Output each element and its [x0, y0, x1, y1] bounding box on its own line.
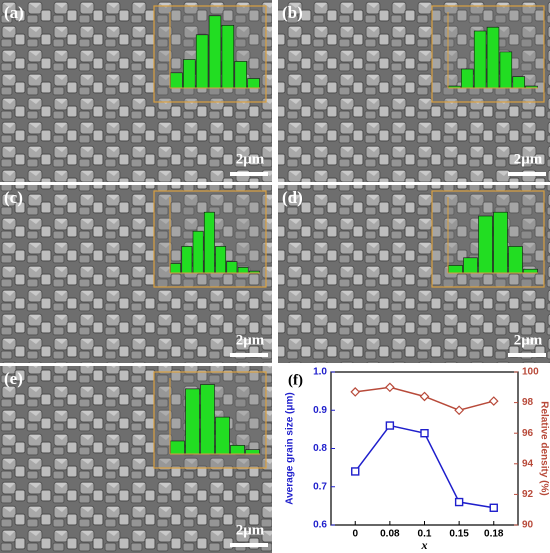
bar [473, 30, 487, 89]
scale-bar-label: 2μm [236, 151, 265, 167]
bar [200, 384, 215, 455]
bar [448, 265, 463, 274]
marker [385, 382, 395, 393]
y-tick-label: 0.8 [313, 443, 327, 454]
bar [170, 72, 183, 89]
scale-bar-label: 2μm [236, 522, 265, 538]
bar [234, 61, 247, 89]
bar [486, 26, 500, 89]
panel-label: (d) [282, 188, 303, 207]
bar [203, 211, 215, 274]
bar [245, 449, 260, 455]
x-tick-label: 0.1 [418, 529, 432, 540]
bar [208, 15, 222, 89]
y2-tick-label: 100 [522, 367, 539, 378]
bar [170, 440, 185, 455]
bar [499, 51, 513, 89]
sem-image [0, 366, 272, 553]
bar [463, 257, 478, 274]
y2-tick-label: 92 [522, 489, 534, 500]
panel-label: (c) [4, 188, 23, 207]
x-axis-label: x [421, 538, 428, 552]
scale-bar-label: 2μm [236, 332, 265, 348]
marker [488, 396, 499, 406]
marker [351, 467, 360, 476]
bar [215, 416, 230, 455]
bar [185, 388, 200, 455]
marker [420, 429, 429, 438]
bar [183, 59, 196, 89]
bar [493, 211, 508, 274]
sem-image [0, 185, 272, 363]
bar [192, 230, 204, 274]
bar [247, 78, 260, 89]
x-tick-label: 0.08 [380, 529, 400, 540]
marker [454, 497, 464, 507]
bar [237, 266, 249, 274]
bar [461, 68, 474, 89]
bar [230, 445, 245, 455]
bar [523, 268, 538, 274]
bar [181, 246, 193, 274]
scale-bar-label: 2μm [514, 332, 543, 348]
panel-label: (a) [4, 3, 24, 22]
bar [478, 215, 493, 274]
y2-tick-label: 90 [522, 520, 534, 531]
x-tick-label: 0.18 [484, 529, 504, 540]
marker [385, 421, 395, 430]
panel-label: (f) [288, 372, 303, 388]
marker [419, 391, 430, 402]
y-tick-label: 0.9 [313, 405, 327, 416]
y-tick-label: 0.7 [313, 481, 327, 492]
scale-bar-label: 2μm [514, 151, 543, 167]
chart-bg [278, 366, 550, 553]
bar [215, 246, 227, 274]
bar [170, 263, 182, 274]
x-tick-label: 0 [352, 529, 358, 540]
bar [512, 76, 525, 89]
bar [226, 261, 238, 274]
y2-tick-label: 94 [522, 458, 534, 469]
marker [489, 503, 498, 512]
panel-label: (e) [4, 369, 23, 388]
y2-axis-label: Relative density (%) [538, 401, 549, 495]
y2-tick-label: 96 [522, 428, 534, 439]
y-tick-label: 0.6 [313, 520, 327, 531]
marker [350, 387, 361, 397]
bar [508, 246, 523, 274]
y2-tick-label: 98 [522, 397, 534, 408]
y-axis-label: Average grain size (μm) [285, 392, 296, 504]
sem-image [278, 0, 550, 182]
bar [221, 24, 235, 89]
x-tick-label: 0.15 [449, 529, 469, 540]
y-tick-label: 1.0 [313, 367, 327, 378]
marker [454, 405, 464, 416]
bar [195, 34, 209, 89]
panel-label: (b) [282, 3, 303, 22]
